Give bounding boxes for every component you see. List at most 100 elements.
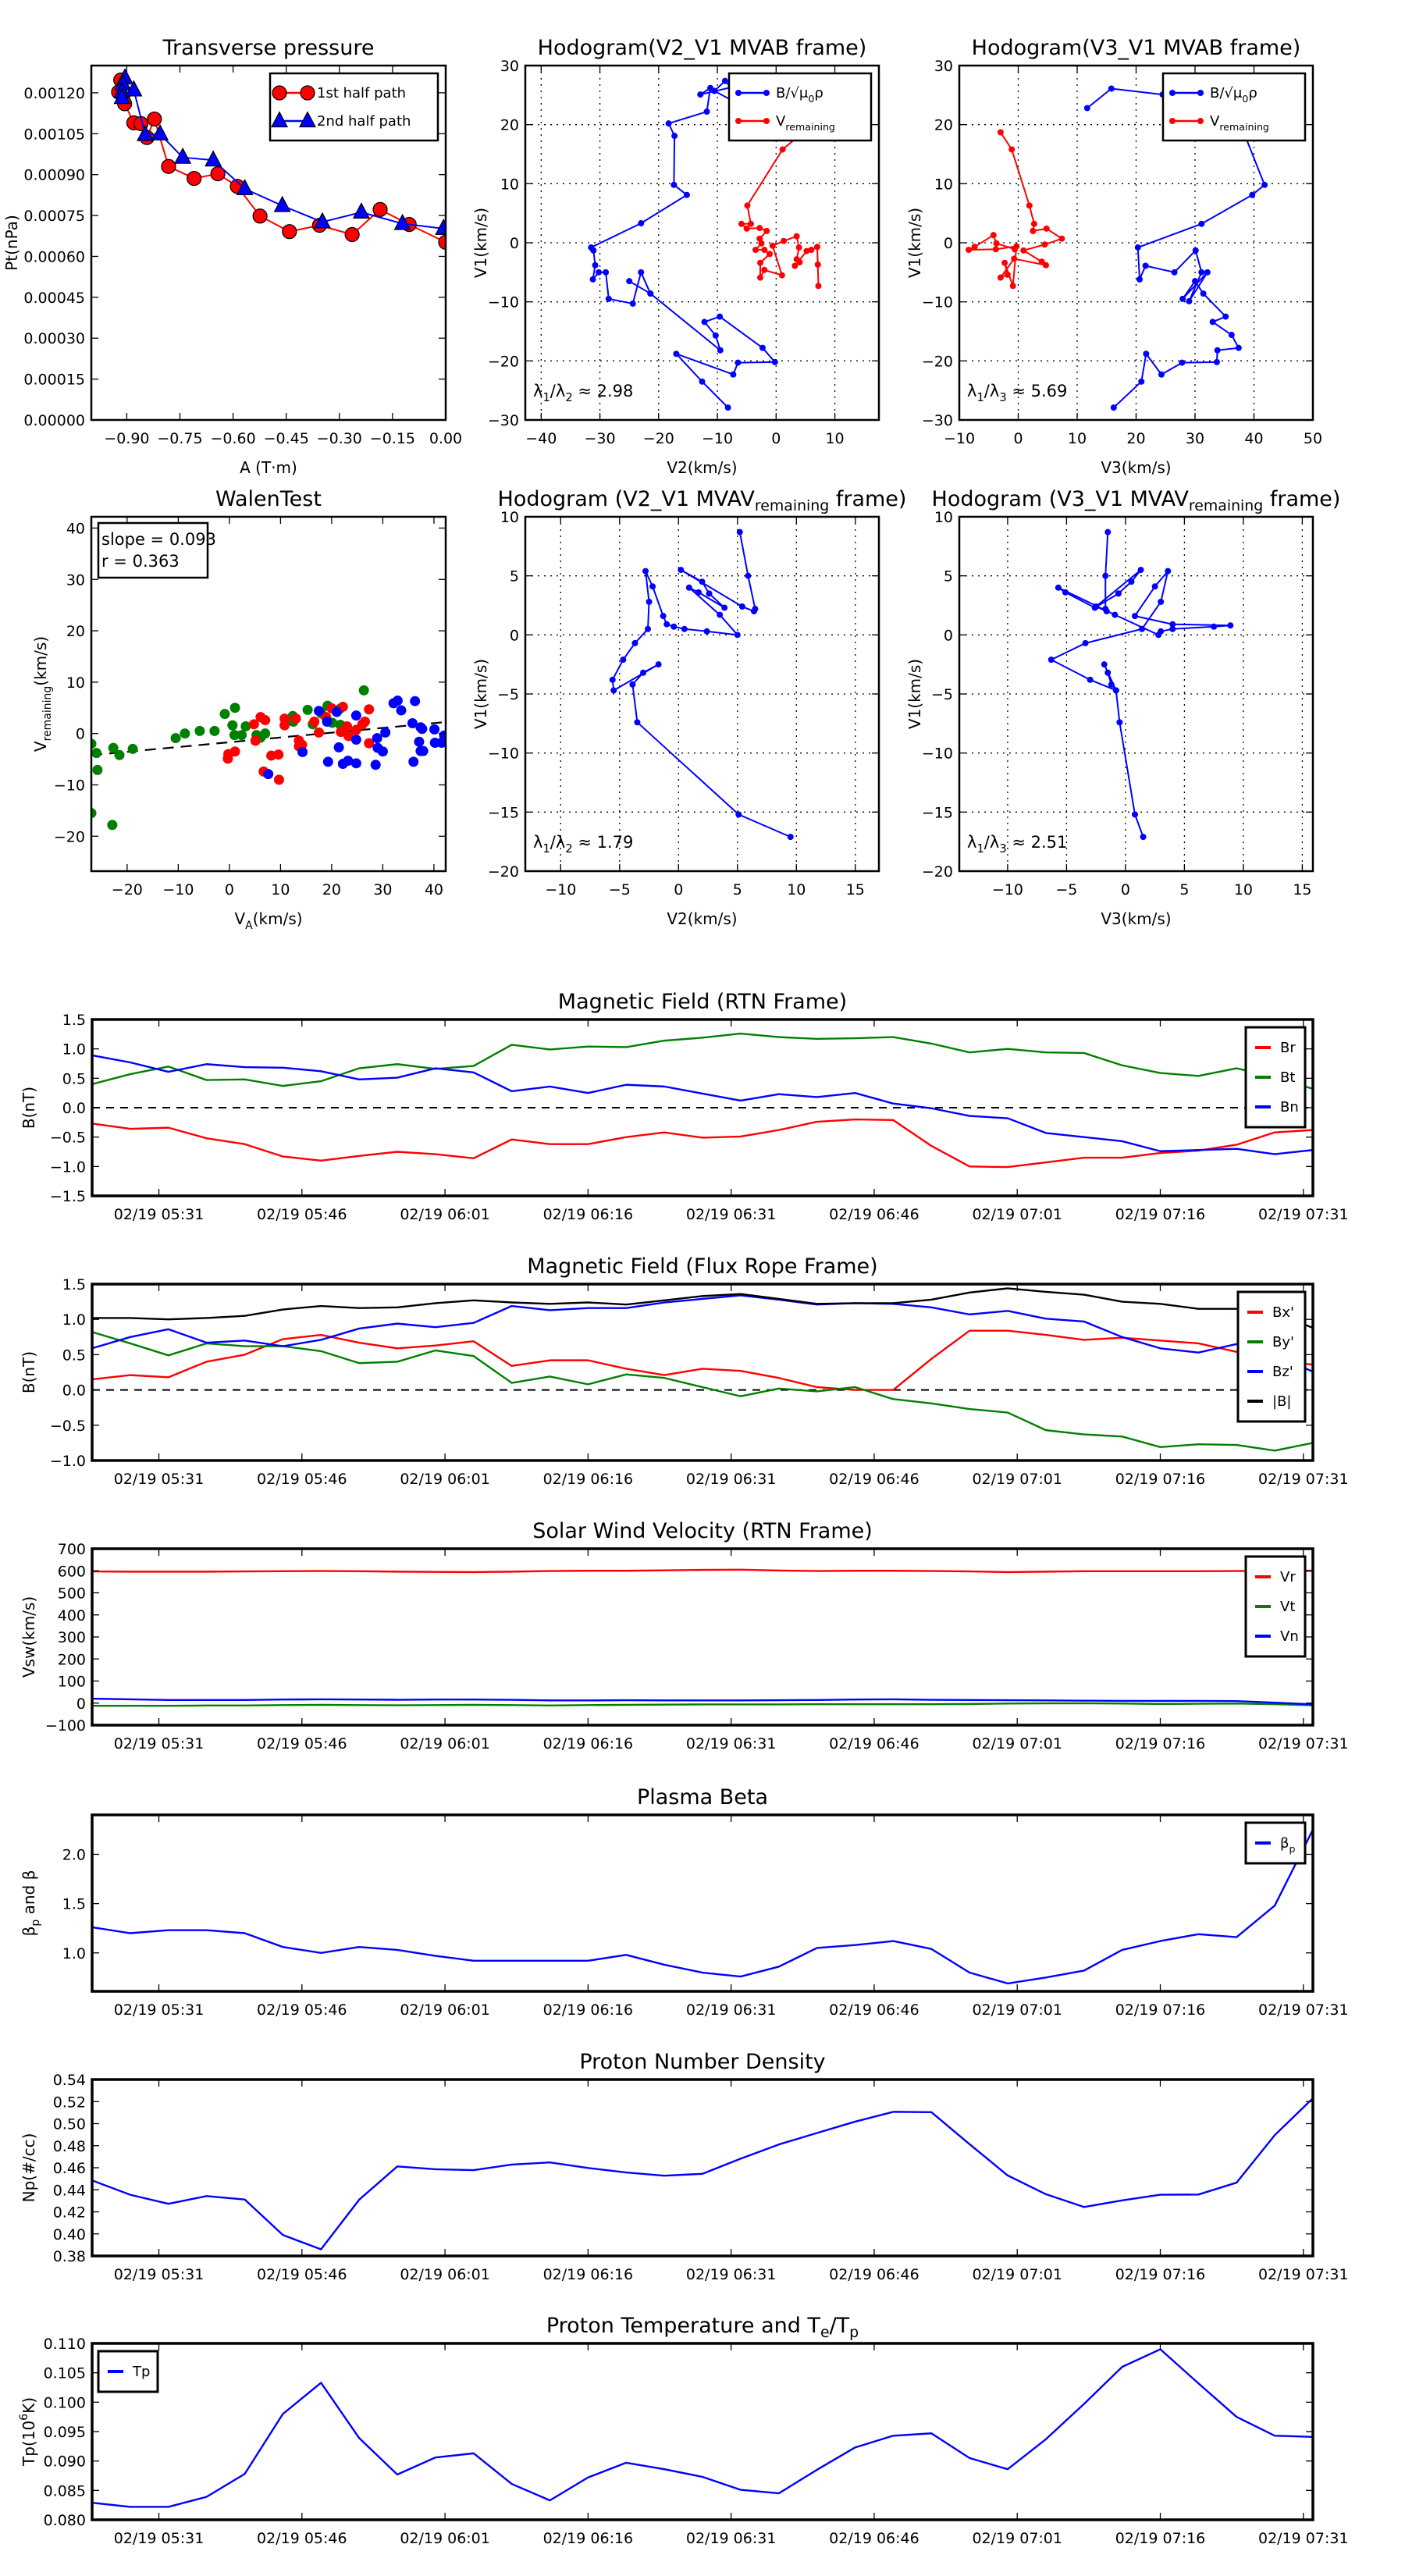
- x-tick-label: 02/19 07:16: [1115, 2266, 1206, 2283]
- y-tick-label: 0.42: [53, 2204, 86, 2222]
- x-tick-label: −20: [112, 881, 143, 898]
- first-half-point: [147, 111, 162, 127]
- y-tick-label: 400: [58, 1607, 86, 1624]
- hodogram-v2-v1-mvab-chart: −40 −30 −20 −10 0 10 −30 −20 −10 0 10 20 30 Hodogram(…: [471, 36, 880, 477]
- x-tick-label: −0.30: [317, 430, 362, 447]
- y-tick-label: 20: [66, 623, 85, 640]
- y-tick-label: 0.00105: [23, 126, 85, 143]
- y-tick-label: 20: [934, 117, 953, 134]
- b-alfven-point: [1209, 318, 1216, 326]
- v-remaining-point: [695, 589, 702, 596]
- x-tick-label: −0.60: [210, 430, 255, 447]
- y-tick-label: 1.0: [62, 1945, 86, 1962]
- b-alfven-point: [670, 181, 678, 188]
- x-tick-label: 30: [373, 881, 392, 898]
- y-tick-label: 0.0: [62, 1100, 86, 1117]
- b-alfven-point: [626, 278, 633, 285]
- x-axis-label: VA(km/s): [234, 909, 302, 932]
- x-tick-label: 02/19 07:16: [1115, 1206, 1206, 1223]
- v-remaining-point: [1139, 625, 1146, 632]
- v-remaining-point: [1055, 584, 1062, 591]
- blue-point: [350, 735, 361, 745]
- x-tick-label: 10: [1234, 881, 1253, 898]
- y-tick-label: 1.0: [62, 1311, 86, 1329]
- green-point: [114, 749, 125, 760]
- b-alfven-point: [730, 371, 737, 378]
- first-half-point: [252, 208, 268, 224]
- x-tick-label: 02/19 06:31: [686, 2001, 777, 2019]
- b-alfven-point: [1158, 371, 1165, 378]
- y-tick-label: 0.00015: [23, 372, 85, 389]
- v-remaining-point: [1165, 568, 1172, 575]
- x-tick-label: 02/19 05:46: [257, 1471, 347, 1488]
- legend-label: B/√μ0ρ: [776, 85, 823, 105]
- y-axis-label: B(nT): [20, 1087, 38, 1129]
- blue-point: [343, 756, 354, 767]
- x-tick-label: 02/19 07:16: [1115, 1735, 1206, 1752]
- y-tick-label: −1.0: [50, 1453, 86, 1470]
- vn-line: [92, 1697, 1313, 1706]
- y-tick-label: 0.00060: [23, 248, 85, 265]
- bz-line: [92, 1294, 1313, 1373]
- y-tick-label: −10: [922, 294, 953, 311]
- v-remaining-point: [735, 811, 742, 818]
- y-axis-label: V1(km/s): [905, 659, 924, 729]
- x-tick-label: 02/19 06:01: [400, 2530, 490, 2547]
- axes-frame: [91, 2078, 1314, 2258]
- y-tick-label: 0: [944, 627, 953, 644]
- b-alfven-point: [697, 91, 704, 98]
- b-alfven-point: [592, 262, 599, 269]
- b-alfven-point: [1110, 404, 1117, 411]
- v-remaining-line: [1050, 532, 1232, 838]
- v-remaining-legend-marker: [1169, 118, 1176, 124]
- y-tick-label: 0: [76, 726, 85, 743]
- red-point: [309, 717, 320, 728]
- plot-area: [92, 1568, 1313, 1707]
- green-point: [229, 730, 240, 741]
- b-alfven-point: [638, 220, 645, 227]
- first-half-point: [372, 201, 388, 217]
- v-remaining-point: [1108, 681, 1115, 688]
- b-alfven-point: [1192, 247, 1199, 254]
- fit-line: [91, 720, 446, 756]
- second-half-legend-marker: [299, 111, 316, 128]
- red-point: [250, 735, 261, 746]
- y-tick-label: −30: [922, 412, 953, 429]
- b-alfven-point: [712, 332, 719, 339]
- green-point: [302, 704, 313, 715]
- y-tick-label: 10: [66, 674, 85, 692]
- axes-frame: [91, 1283, 1314, 1462]
- x-tick-label: 02/19 06:16: [543, 2266, 634, 2283]
- chart-title: Transverse pressure: [162, 36, 375, 60]
- green-point: [209, 725, 220, 736]
- tp-line: [92, 2348, 1313, 2508]
- green-point: [219, 709, 230, 720]
- green-point: [108, 742, 119, 753]
- x-tick-label: 0: [771, 430, 781, 447]
- x-tick-label: −5: [1055, 881, 1077, 898]
- green-point: [91, 748, 102, 759]
- blue-point: [263, 769, 274, 780]
- legend-label: Tp: [132, 2364, 150, 2380]
- vt-line: [92, 1702, 1313, 1707]
- legend-label: Vn: [1280, 1628, 1299, 1645]
- green-point: [107, 820, 118, 831]
- y-tick-label: 2.0: [62, 1847, 86, 1864]
- second-half-point: [151, 123, 169, 141]
- x-tick-label: 02/19 06:31: [686, 1735, 777, 1752]
- legend-label: Bx': [1272, 1304, 1294, 1321]
- x-tick-label: −20: [643, 430, 674, 447]
- v-remaining-point: [756, 274, 763, 281]
- axes-frame: [90, 515, 447, 873]
- chart-title: Hodogram (V3_V1 MVAVremaining frame): [932, 487, 1341, 514]
- x-tick-label: 20: [1126, 430, 1145, 447]
- v-remaining-point: [1169, 625, 1176, 632]
- v-remaining-point: [663, 621, 670, 628]
- v-remaining-legend-marker: [763, 118, 770, 124]
- chart-title: Hodogram(V3_V1 MVAB frame): [972, 36, 1301, 60]
- x-tick-label: −40: [525, 430, 557, 447]
- b-alfven-point: [1192, 278, 1198, 285]
- x-tick-label: 02/19 07:31: [1258, 2530, 1349, 2547]
- x-tick-label: −0.75: [157, 430, 202, 447]
- v-remaining-point: [1102, 572, 1109, 579]
